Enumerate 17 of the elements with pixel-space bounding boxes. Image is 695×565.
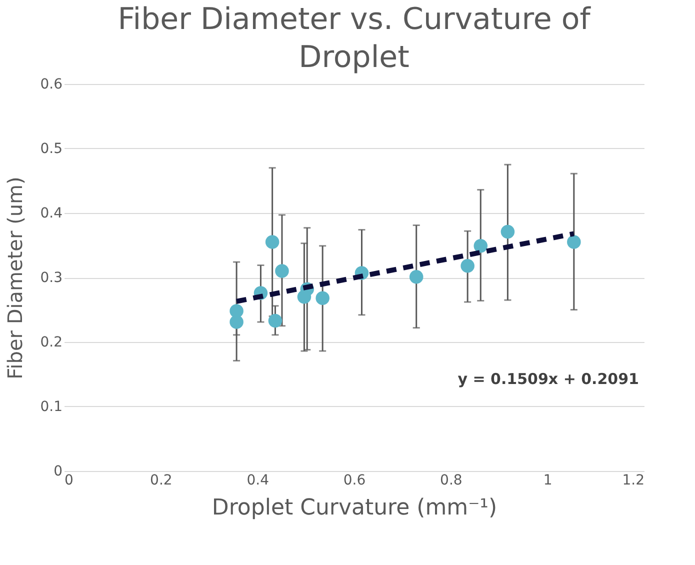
x-tick-label: 1.2 xyxy=(622,472,644,488)
y-tick-label: 0.6 xyxy=(40,76,63,92)
y-axis-title: Fiber Diameter (um) xyxy=(3,176,28,380)
x-axis-title: Droplet Curvature (mm⁻¹) xyxy=(212,496,498,520)
y-tick-label: 0.3 xyxy=(40,270,62,286)
y-tick-label: 0.1 xyxy=(40,399,62,415)
y-tick-label: 0.4 xyxy=(40,206,63,222)
x-tick-label: 1 xyxy=(543,472,552,488)
chart-title: Fiber Diameter vs. Curvature of Droplet xyxy=(118,2,592,75)
x-tick-label: 0.2 xyxy=(150,472,172,488)
y-tick-label: 0.5 xyxy=(40,141,62,157)
y-tick-label: 0.2 xyxy=(40,334,62,350)
x-tick-label: 0.6 xyxy=(343,472,366,488)
x-tick-label: 0.8 xyxy=(440,472,462,488)
x-tick-label: 0.4 xyxy=(246,472,270,488)
x-tick-label: 0 xyxy=(64,472,74,488)
annotation: y = 0.1509x + 0.2091 xyxy=(458,370,639,388)
